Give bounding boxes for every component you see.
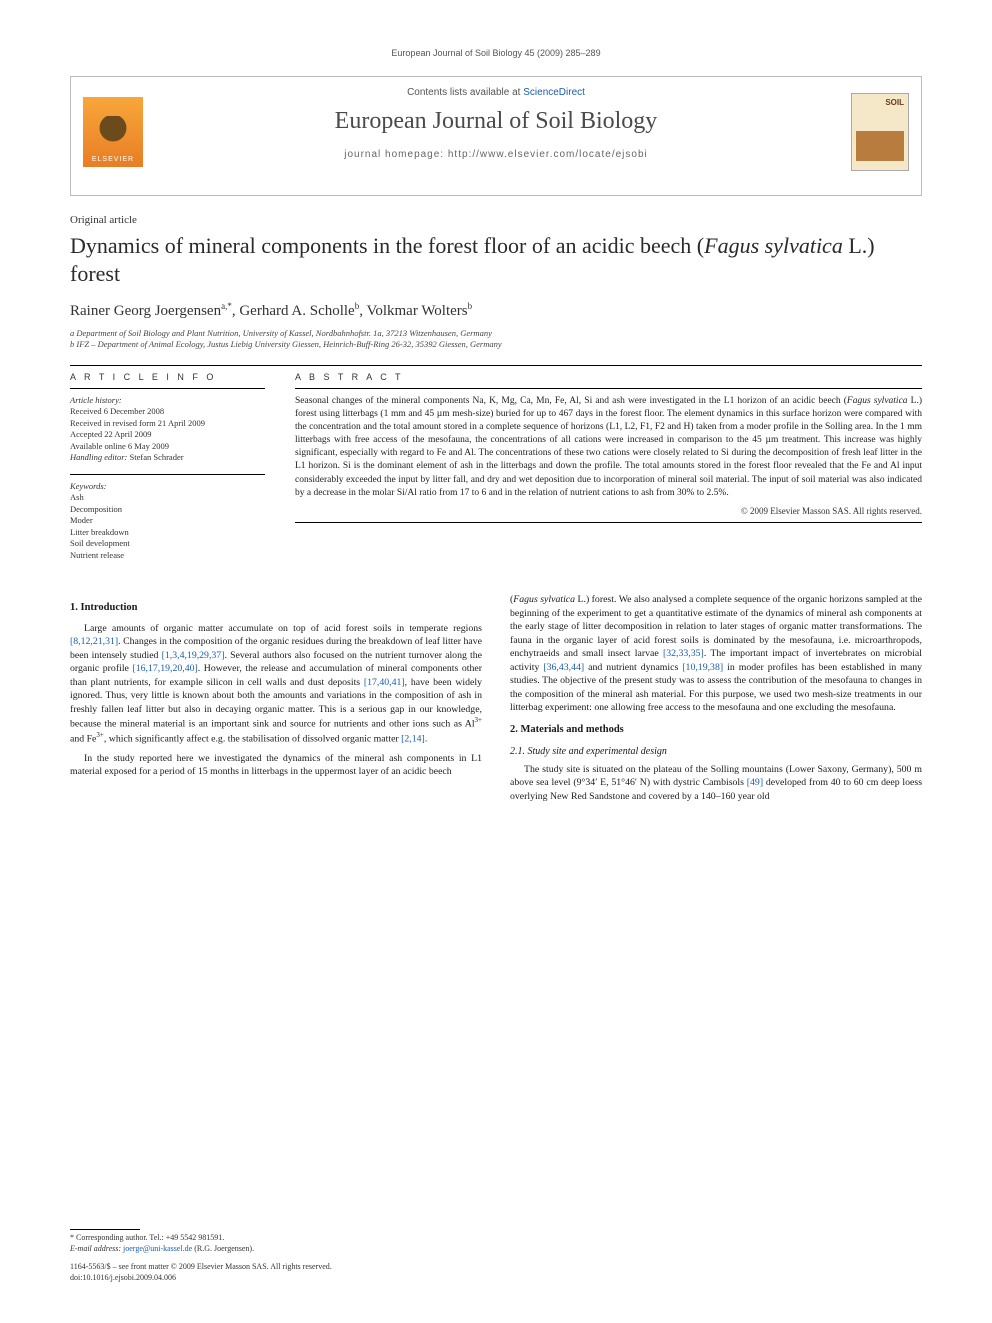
p1-h: . xyxy=(425,733,427,744)
abstract-species: Fagus sylvatica xyxy=(847,396,908,406)
contents-prefix: Contents lists available at xyxy=(407,87,523,98)
corresponding-author: * Corresponding author. Tel.: +49 5542 9… xyxy=(70,1233,470,1243)
author-1-affil: a,* xyxy=(221,301,232,311)
abstract-heading: A B S T R A C T xyxy=(295,372,922,382)
handling-editor-label: Handling editor: xyxy=(70,452,127,462)
methods-paragraph-1: The study site is situated on the platea… xyxy=(510,763,922,804)
abstract-column: A B S T R A C T Seasonal changes of the … xyxy=(295,372,922,571)
issn-line: 1164-5563/$ – see front matter © 2009 El… xyxy=(70,1262,470,1272)
keyword-2: Decomposition xyxy=(70,504,265,515)
sciencedirect-link[interactable]: ScienceDirect xyxy=(523,87,585,98)
article-title: Dynamics of mineral components in the fo… xyxy=(70,232,922,287)
cover-text: SOIL xyxy=(885,98,904,107)
running-head: European Journal of Soil Biology 45 (200… xyxy=(70,48,922,58)
ref-link-7[interactable]: [36,43,44] xyxy=(543,662,584,673)
cover-strip xyxy=(856,131,904,161)
contents-available-line: Contents lists available at ScienceDirec… xyxy=(85,87,907,98)
heading-introduction: 1. Introduction xyxy=(70,601,482,615)
body-two-column: 1. Introduction Large amounts of organic… xyxy=(70,593,922,803)
p1-a: Large amounts of organic matter accumula… xyxy=(84,623,482,634)
article-history: Article history: Received 6 December 200… xyxy=(70,395,265,464)
intro-paragraph-2: In the study reported here we investigat… xyxy=(70,752,482,779)
doi-line: doi:10.1016/j.ejsobi.2009.04.006 xyxy=(70,1273,470,1283)
elsevier-label: ELSEVIER xyxy=(92,156,134,163)
keyword-5: Soil development xyxy=(70,538,265,549)
article-info-column: A R T I C L E I N F O Article history: R… xyxy=(70,372,265,571)
heading-methods: 2. Materials and methods xyxy=(510,723,922,737)
homepage-prefix: journal homepage: xyxy=(344,149,448,160)
affiliations: a Department of Soil Biology and Plant N… xyxy=(70,328,922,351)
keywords-label: Keywords: xyxy=(70,481,265,492)
keyword-4: Litter breakdown xyxy=(70,527,265,538)
affiliation-a: a Department of Soil Biology and Plant N… xyxy=(70,328,922,339)
history-online: Available online 6 May 2009 xyxy=(70,441,265,452)
journal-homepage-line: journal homepage: http://www.elsevier.co… xyxy=(85,149,907,160)
title-species: Fagus sylvatica xyxy=(704,233,843,258)
ref-link-2[interactable]: [1,3,4,19,29,37] xyxy=(162,650,225,661)
email-tail: (R.G. Joergensen). xyxy=(192,1244,254,1253)
history-accepted: Accepted 22 April 2009 xyxy=(70,429,265,440)
keyword-6: Nutrient release xyxy=(70,550,265,561)
authors-line: Rainer Georg Joergensena,*, Gerhard A. S… xyxy=(70,301,922,320)
journal-name: European Journal of Soil Biology xyxy=(85,108,907,135)
email-line: E-mail address: joerge@uni-kassel.de (R.… xyxy=(70,1244,470,1254)
homepage-url[interactable]: http://www.elsevier.com/locate/ejsobi xyxy=(448,149,648,160)
page-footer: * Corresponding author. Tel.: +49 5542 9… xyxy=(70,1229,470,1283)
author-2: Gerhard A. Scholle xyxy=(239,303,354,319)
ref-link-4[interactable]: [17,40,41] xyxy=(364,677,405,688)
author-1: Rainer Georg Joergensen xyxy=(70,303,221,319)
footnote-rule xyxy=(70,1229,140,1230)
p3-d: and nutrient dynamics xyxy=(584,662,682,673)
elsevier-logo: ELSEVIER xyxy=(83,97,143,167)
keywords-block: Keywords: Ash Decomposition Moder Litter… xyxy=(70,481,265,561)
author-3: Volkmar Wolters xyxy=(366,303,467,319)
rule-abstract xyxy=(295,388,922,389)
affiliation-b: b IFZ – Department of Animal Ecology, Ju… xyxy=(70,339,922,350)
journal-cover-thumbnail: SOIL xyxy=(851,93,909,171)
ref-link-8[interactable]: [10,19,38] xyxy=(682,662,723,673)
keyword-1: Ash xyxy=(70,492,265,503)
ref-link-6[interactable]: [32,33,35] xyxy=(663,648,704,659)
history-received: Received 6 December 2008 xyxy=(70,406,265,417)
email-label: E-mail address: xyxy=(70,1244,123,1253)
rule-info xyxy=(70,388,265,389)
p1-f: and Fe xyxy=(70,733,96,744)
ref-link-9[interactable]: [49] xyxy=(747,777,763,788)
author-2-affil: b xyxy=(355,301,360,311)
ref-link-1[interactable]: [8,12,21,31] xyxy=(70,636,118,647)
journal-header-box: ELSEVIER SOIL Contents lists available a… xyxy=(70,76,922,196)
handling-editor: Stefan Schrader xyxy=(130,452,184,462)
p1-sup2: 3+ xyxy=(96,731,103,739)
intro-paragraph-1: Large amounts of organic matter accumula… xyxy=(70,622,482,746)
intro-paragraph-3: (Fagus sylvatica L.) forest. We also ana… xyxy=(510,593,922,715)
history-revised: Received in revised form 21 April 2009 xyxy=(70,418,265,429)
p3-species: Fagus sylvatica xyxy=(513,594,575,605)
p1-sup1: 3+ xyxy=(475,716,482,724)
title-text-pre: Dynamics of mineral components in the fo… xyxy=(70,233,704,258)
abstract-pre: Seasonal changes of the mineral componen… xyxy=(295,396,847,406)
rule-keywords xyxy=(70,474,265,475)
p1-g: , which significantly affect e.g. the st… xyxy=(104,733,401,744)
article-info-heading: A R T I C L E I N F O xyxy=(70,372,265,382)
keyword-3: Moder xyxy=(70,515,265,526)
author-3-affil: b xyxy=(468,301,473,311)
email-link[interactable]: joerge@uni-kassel.de xyxy=(123,1244,192,1253)
ref-link-3[interactable]: [16,17,19,20,40] xyxy=(132,663,197,674)
meta-abstract-row: A R T I C L E I N F O Article history: R… xyxy=(70,372,922,571)
rule-abstract-bottom xyxy=(295,522,922,523)
abstract-text: Seasonal changes of the mineral componen… xyxy=(295,395,922,500)
ref-link-5[interactable]: [2,14] xyxy=(401,733,425,744)
abstract-post: L.) forest using litterbags (1 mm and 45… xyxy=(295,396,922,498)
article-type: Original article xyxy=(70,214,922,226)
rule-top xyxy=(70,365,922,366)
heading-study-site: 2.1. Study site and experimental design xyxy=(510,745,922,759)
elsevier-tree-icon xyxy=(96,116,130,156)
history-label: Article history: xyxy=(70,395,265,406)
abstract-copyright: © 2009 Elsevier Masson SAS. All rights r… xyxy=(295,506,922,516)
